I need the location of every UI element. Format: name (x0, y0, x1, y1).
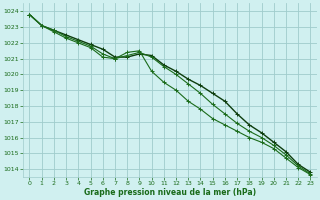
X-axis label: Graphe pression niveau de la mer (hPa): Graphe pression niveau de la mer (hPa) (84, 188, 256, 197)
